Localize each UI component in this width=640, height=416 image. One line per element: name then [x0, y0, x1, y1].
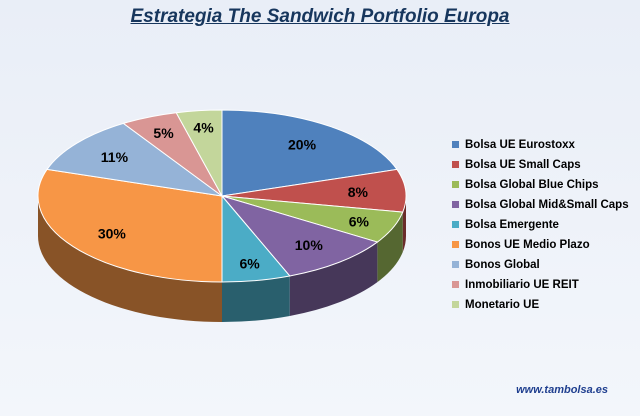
legend-swatch — [452, 261, 459, 269]
pie-slice-side-5 — [38, 196, 222, 322]
legend-item: Bolsa UE Small Caps — [452, 155, 640, 175]
pie-slice-6 — [46, 122, 223, 197]
legend-label: Bolsa UE Eurostoxx — [465, 139, 575, 151]
pie-slice-side-3 — [289, 242, 378, 316]
slice-label-6: 11% — [101, 149, 129, 165]
legend-item: Bonos Global — [452, 255, 640, 275]
slice-label-1: 8% — [348, 184, 369, 200]
slice-label-3: 10% — [295, 237, 324, 253]
legend-swatch — [452, 281, 459, 289]
legend-label: Bolsa Emergente — [465, 219, 559, 231]
legend-item: Bolsa Global Mid&Small Caps — [452, 195, 640, 215]
pie-slice-0 — [221, 109, 398, 197]
legend-item: Bolsa UE Eurostoxx — [452, 135, 640, 155]
slice-label-4: 6% — [239, 256, 260, 272]
legend-item: Monetario UE — [452, 295, 640, 315]
legend-label: Monetario UE — [465, 299, 540, 311]
legend-label: Bonos UE Medio Plazo — [465, 239, 590, 251]
pie-slice-1 — [221, 168, 407, 213]
legend-item: Bolsa Global Blue Chips — [452, 175, 640, 195]
legend-item: Inmobiliario UE REIT — [452, 275, 640, 295]
pie-slice-5 — [37, 168, 223, 283]
legend-label: Bolsa Global Mid&Small Caps — [465, 199, 629, 211]
source-credit: www.tambolsa.es — [516, 384, 608, 396]
slice-label-5: 30% — [98, 225, 127, 241]
legend-swatch — [452, 241, 459, 249]
legend-item: Bolsa Emergente — [452, 215, 640, 235]
legend-label: Inmobiliario UE REIT — [465, 279, 579, 291]
legend-item: Bonos UE Medio Plazo — [452, 235, 640, 255]
legend-swatch — [452, 141, 459, 149]
legend-swatch — [452, 201, 459, 209]
slice-label-7: 5% — [153, 125, 174, 141]
pie-slice-side-2 — [377, 212, 403, 283]
pie-top — [37, 109, 407, 283]
legend-swatch — [452, 161, 459, 169]
pie-labels: 20% 8% 6% 10% 6% 30% 11% 5% 4% — [98, 120, 370, 272]
legend-label: Bolsa Global Blue Chips — [465, 179, 599, 191]
slice-label-0: 20% — [288, 137, 317, 153]
legend-label: Bolsa UE Small Caps — [465, 159, 581, 171]
slice-label-2: 6% — [349, 213, 370, 229]
slice-label-8: 4% — [193, 120, 214, 136]
legend-swatch — [452, 301, 459, 309]
chart-legend: Bolsa UE Eurostoxx Bolsa UE Small Caps Bol… — [452, 135, 640, 315]
chart-title: Estrategia The Sandwich Portfolio Europa — [130, 6, 510, 27]
legend-label: Bonos Global — [465, 259, 540, 271]
pie-slice-8 — [175, 109, 223, 197]
pie-slice-3 — [220, 195, 379, 277]
pie-slice-side-4 — [222, 275, 290, 322]
legend-swatch — [452, 181, 459, 189]
legend-swatch — [452, 221, 459, 229]
pie-sides — [38, 196, 406, 322]
